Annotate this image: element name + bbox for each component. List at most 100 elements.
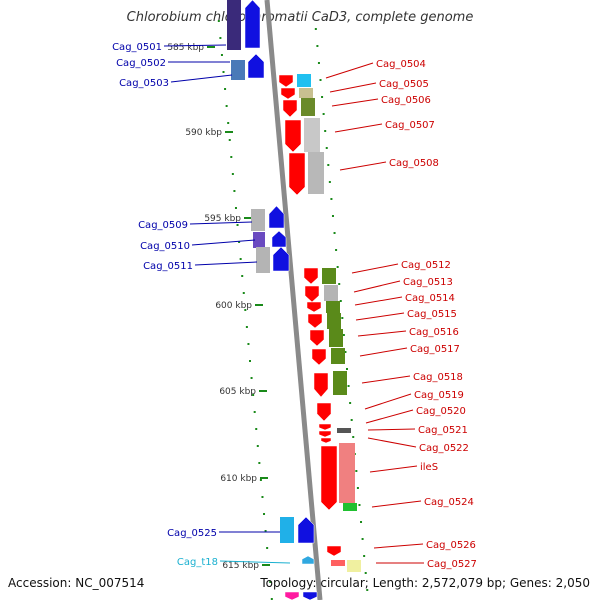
gene-label-right[interactable]: Cag_0521 — [418, 425, 468, 436]
gene-label-right[interactable]: Cag_0505 — [379, 79, 429, 90]
label-connector — [329, 82, 377, 93]
gene-arrow[interactable] — [280, 87, 296, 100]
gene-label-right[interactable]: Cag_0522 — [419, 443, 469, 454]
gene-label-right[interactable]: Cag_0507 — [385, 120, 435, 131]
gene-arrow[interactable] — [284, 119, 302, 153]
gene-label-right[interactable]: Cag_0516 — [409, 327, 459, 338]
guide-dot — [228, 139, 231, 141]
gene-label-left[interactable]: Cag_0501 — [112, 42, 162, 53]
genome-summary-text: Topology: circular; Length: 2,572,079 bp… — [260, 576, 590, 590]
gene-arrow[interactable] — [247, 53, 265, 79]
gene-label-right[interactable]: Cag_0527 — [427, 559, 477, 570]
gene-feature-bar — [343, 503, 357, 511]
label-connector — [359, 347, 408, 357]
gene-arrow[interactable] — [326, 545, 342, 557]
label-connector — [369, 465, 418, 473]
gene-arrow[interactable] — [306, 301, 322, 313]
gene-label-right[interactable]: Cag_0524 — [424, 497, 474, 508]
gene-label-right[interactable]: Cag_0513 — [403, 277, 453, 288]
gene-arrow[interactable] — [301, 555, 315, 565]
gene-arrow[interactable] — [303, 267, 319, 285]
gene-label-right[interactable]: Cag_0506 — [381, 95, 431, 106]
guide-dot — [330, 198, 333, 200]
guide-dot — [331, 215, 334, 217]
guide-dot — [328, 181, 331, 183]
guide-dot — [319, 79, 322, 81]
label-connector — [367, 428, 416, 431]
guide-dot — [336, 266, 339, 268]
gene-label-right[interactable]: Cag_0526 — [426, 540, 476, 551]
gene-feature-bar — [324, 285, 338, 301]
gene-arrow[interactable] — [320, 437, 332, 444]
gene-label-right[interactable]: Cag_0519 — [414, 390, 464, 401]
gene-arrow[interactable] — [288, 152, 306, 196]
guide-dot — [222, 71, 225, 73]
gene-arrow[interactable] — [318, 423, 332, 431]
gene-arrow[interactable] — [316, 402, 332, 422]
label-connector — [357, 330, 407, 337]
label-connector — [351, 263, 399, 274]
guide-dot — [250, 377, 253, 379]
gene-label-left[interactable]: Cag_t18 — [177, 557, 218, 568]
guide-dot — [264, 530, 267, 532]
label-connector — [219, 560, 291, 564]
guide-dot — [321, 96, 324, 98]
gene-label-right[interactable]: Cag_0520 — [416, 406, 466, 417]
gene-label-left[interactable]: Cag_0509 — [138, 220, 188, 231]
gene-label-right[interactable]: Cag_0515 — [407, 309, 457, 320]
gene-label-left[interactable]: Cag_0502 — [116, 58, 166, 69]
gene-label-left[interactable]: Cag_0503 — [119, 78, 169, 89]
label-connector — [367, 437, 417, 448]
gene-arrow[interactable] — [320, 445, 338, 511]
guide-dot — [324, 130, 327, 132]
gene-label-right[interactable]: Cag_0517 — [410, 344, 460, 355]
gene-label-right[interactable]: Cag_0508 — [389, 158, 439, 169]
gene-label-left[interactable]: Cag_0511 — [143, 261, 193, 272]
gene-arrow[interactable] — [311, 348, 327, 366]
gene-feature-bar — [227, 0, 241, 50]
guide-dot — [253, 411, 256, 413]
guide-dot — [335, 249, 338, 251]
gene-label-right[interactable]: Cag_0518 — [413, 372, 463, 383]
gene-arrow[interactable] — [313, 372, 329, 398]
gene-arrow[interactable] — [272, 246, 290, 272]
label-connector — [354, 296, 403, 306]
gene-arrow[interactable] — [304, 285, 320, 303]
gene-label-right[interactable]: Cag_0512 — [401, 260, 451, 271]
gene-label-left[interactable]: Cag_0525 — [167, 528, 217, 539]
gene-feature-bar — [322, 268, 336, 284]
label-connector — [163, 44, 227, 47]
map-title: Chlorobium chlorochromatii CaD3, complet… — [126, 10, 474, 25]
gene-feature-bar — [333, 371, 347, 395]
gene-labels: Cag_0501 Cag_0502 Cag_0503 Cag_0509 Cag_0510… — [112, 42, 477, 570]
guide-dot — [267, 564, 270, 566]
gene-arrow[interactable] — [318, 430, 332, 438]
gene-arrow[interactable] — [244, 0, 261, 49]
scale-tick-label: 590 kbp — [185, 128, 222, 138]
gene-label-right[interactable]: ileS — [420, 462, 438, 473]
guide-dot — [333, 232, 336, 234]
guide-dot — [225, 105, 228, 107]
label-connector — [191, 239, 256, 246]
gene-feature-bar — [253, 232, 265, 248]
gene-feature-bar — [327, 313, 341, 329]
gene-feature-bar — [231, 60, 245, 80]
gene-arrow[interactable] — [307, 313, 323, 329]
gene-arrow[interactable] — [268, 205, 285, 229]
gene-arrow[interactable] — [309, 329, 325, 347]
gene-arrow[interactable] — [302, 591, 318, 600]
gene-arrow[interactable] — [284, 591, 300, 600]
gene-label-right[interactable]: Cag_0514 — [405, 293, 455, 304]
gene-arrow[interactable] — [282, 99, 298, 118]
gene-arrow[interactable] — [297, 516, 315, 544]
guide-dot — [255, 428, 258, 430]
gene-arrow[interactable] — [271, 230, 287, 248]
label-connector — [353, 280, 401, 293]
guide-dot — [233, 190, 236, 192]
guide-dot — [266, 547, 269, 549]
label-connector — [361, 375, 411, 384]
scale-ticks: 585 kbp 590 kbp 595 kbp 600 kbp 605 kbp 610 k… — [167, 20, 369, 600]
gene-label-left[interactable]: Cag_0510 — [140, 241, 190, 252]
gene-label-right[interactable]: Cag_0504 — [376, 59, 426, 70]
gene-arrow[interactable] — [278, 74, 294, 88]
